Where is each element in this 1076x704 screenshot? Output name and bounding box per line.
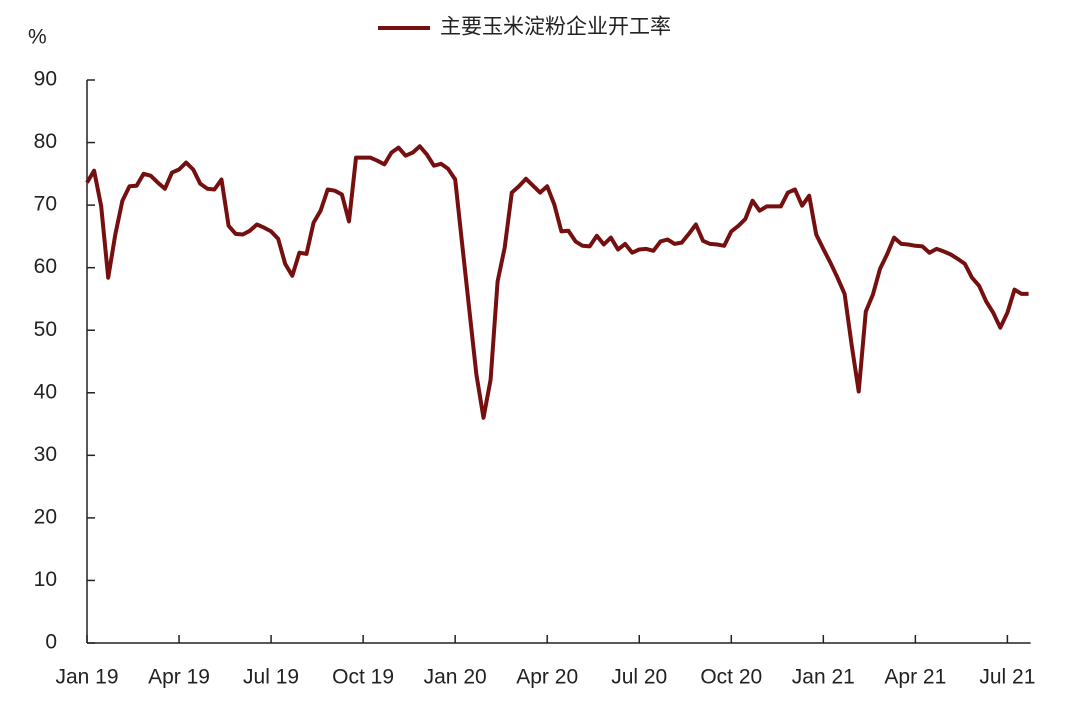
x-tick-label: Jan 20 [424, 666, 487, 689]
x-tick-label: Apr 20 [516, 666, 578, 689]
y-unit: % [28, 26, 47, 49]
y-tick-label: 10 [34, 568, 57, 591]
y-tick-label: 20 [34, 505, 57, 528]
y-tick-label: 40 [34, 380, 57, 403]
x-tick-label: Jan 21 [792, 666, 855, 689]
y-tick-label: 70 [34, 193, 57, 216]
x-tick-label: Jul 21 [979, 666, 1035, 689]
y-tick-label: 90 [34, 68, 57, 91]
x-tick-label: Oct 19 [332, 666, 394, 689]
data-line [85, 144, 1029, 420]
y-tick-label: 60 [34, 255, 57, 278]
y-tick-label: 0 [45, 631, 57, 654]
y-tick-label: 50 [34, 318, 57, 341]
legend-label: 主要玉米淀粉企业开工率 [440, 16, 671, 39]
y-tick-label: 80 [34, 130, 57, 153]
x-tick-label: Jan 19 [55, 666, 118, 689]
x-tick-label: Oct 20 [700, 666, 762, 689]
x-tick-label: Apr 19 [148, 666, 210, 689]
x-tick-label: Jul 20 [611, 666, 667, 689]
x-tick-label: Jul 19 [243, 666, 299, 689]
x-tick-label: Apr 21 [884, 666, 946, 689]
y-tick-label: 30 [34, 443, 57, 466]
